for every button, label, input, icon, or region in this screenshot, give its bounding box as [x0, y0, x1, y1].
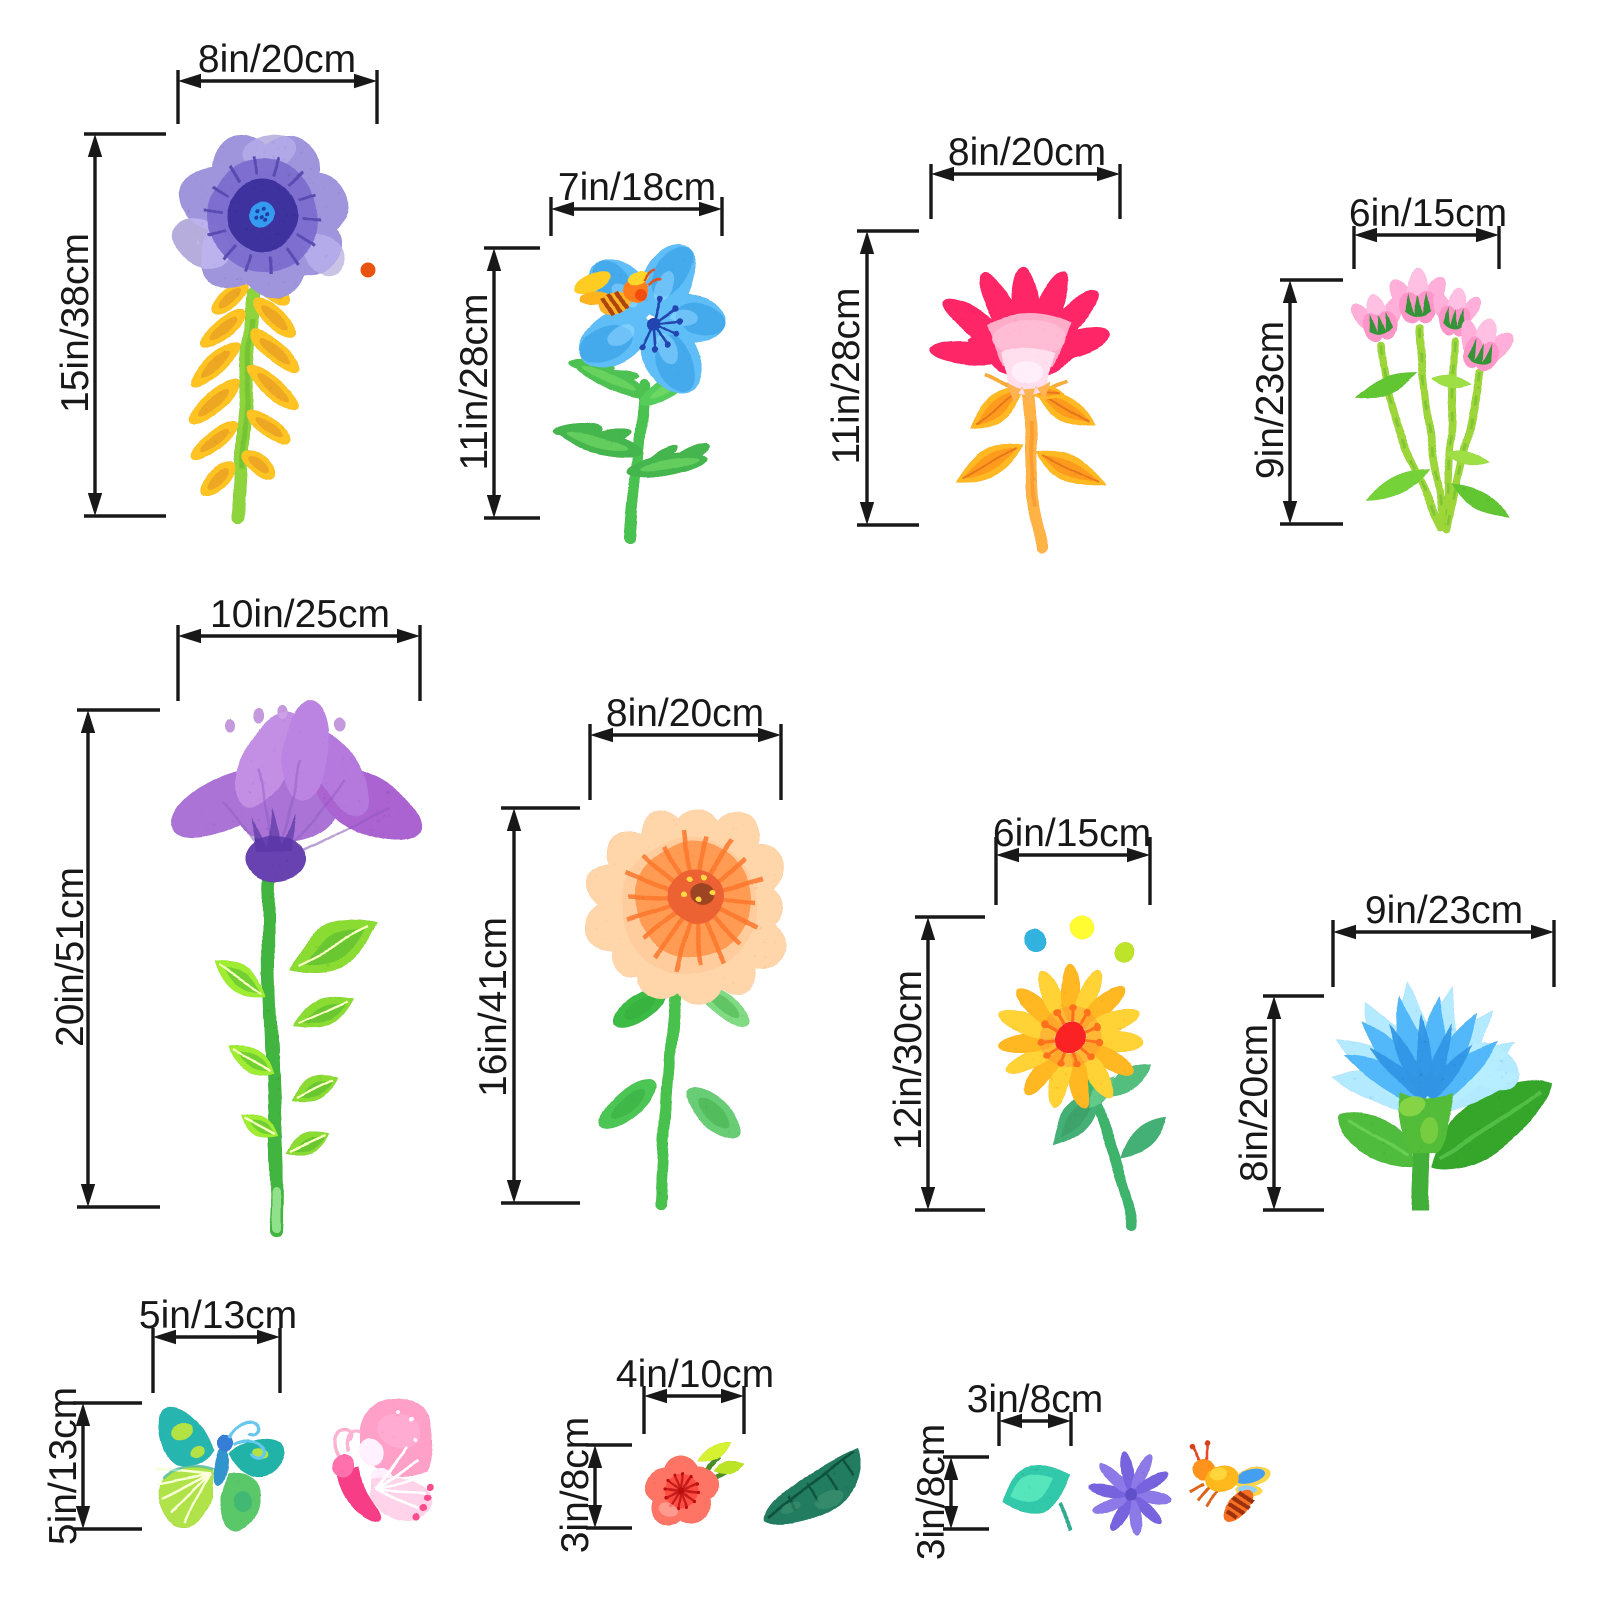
svg-text:3in/8cm: 3in/8cm — [554, 1417, 597, 1554]
svg-text:8in/20cm: 8in/20cm — [1233, 1024, 1276, 1182]
svg-text:4in/10cm: 4in/10cm — [616, 1353, 774, 1396]
svg-text:6in/15cm: 6in/15cm — [993, 812, 1151, 855]
svg-text:5in/13cm: 5in/13cm — [42, 1387, 85, 1545]
svg-text:8in/20cm: 8in/20cm — [948, 131, 1106, 174]
svg-text:20in/51cm: 20in/51cm — [49, 867, 92, 1047]
svg-text:12in/30cm: 12in/30cm — [887, 970, 930, 1150]
svg-text:15in/38cm: 15in/38cm — [54, 233, 97, 413]
svg-text:3in/8cm: 3in/8cm — [910, 1424, 953, 1561]
svg-text:5in/13cm: 5in/13cm — [139, 1294, 297, 1337]
svg-text:6in/15cm: 6in/15cm — [1349, 192, 1507, 235]
svg-text:11in/28cm: 11in/28cm — [825, 287, 868, 464]
svg-text:7in/18cm: 7in/18cm — [558, 166, 716, 209]
svg-text:9in/23cm: 9in/23cm — [1249, 321, 1292, 479]
svg-text:16in/41cm: 16in/41cm — [472, 917, 515, 1097]
svg-text:8in/20cm: 8in/20cm — [606, 692, 764, 735]
svg-text:8in/20cm: 8in/20cm — [198, 38, 356, 81]
svg-text:10in/25cm: 10in/25cm — [210, 593, 390, 636]
svg-text:11in/28cm: 11in/28cm — [453, 293, 496, 470]
svg-text:9in/23cm: 9in/23cm — [1365, 889, 1523, 932]
svg-text:3in/8cm: 3in/8cm — [967, 1378, 1104, 1421]
